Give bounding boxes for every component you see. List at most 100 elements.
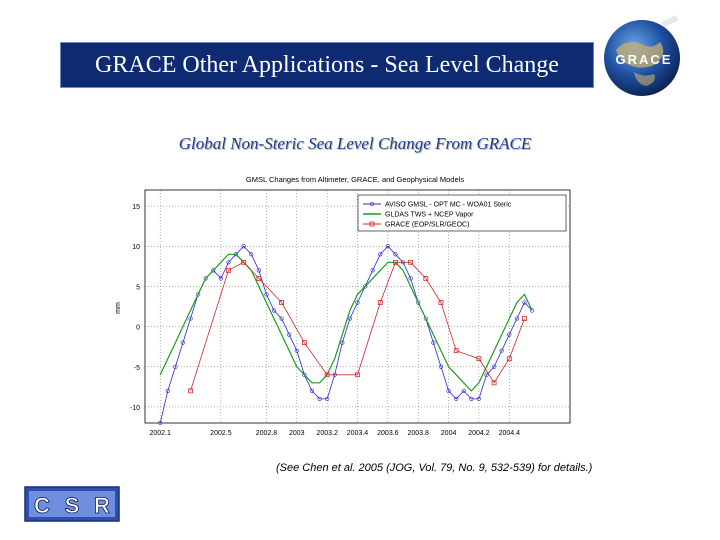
satellite-icon	[661, 14, 679, 28]
series-1-point	[203, 276, 208, 281]
series-1-point	[355, 300, 360, 305]
series-3-point	[506, 356, 512, 362]
plot-area	[144, 189, 571, 424]
y-tick-label: 0	[136, 325, 140, 332]
series-1-point	[165, 388, 170, 393]
page-title: GRACE Other Applications - Sea Level Cha…	[95, 51, 559, 78]
series-1-point	[507, 332, 512, 337]
y-tick-label: 10	[132, 244, 140, 251]
series-1-point	[173, 364, 178, 369]
x-tick-label: 2003	[289, 430, 305, 437]
series-1-point	[317, 396, 322, 401]
series-3-point	[256, 275, 262, 281]
legend-marker-1	[369, 201, 375, 207]
chart-title: GMSL Changes from Altimeter, GRACE, and …	[246, 175, 464, 184]
series-1-point	[287, 332, 292, 337]
series-3-point	[408, 259, 414, 265]
x-tick-label: 2004.4	[499, 430, 521, 437]
series-1-point	[325, 396, 330, 401]
csr-logo: C S R	[24, 486, 120, 522]
series-1-point	[249, 252, 254, 257]
series-1-point	[499, 348, 504, 353]
series-1-point	[188, 316, 193, 321]
series-1-point	[294, 348, 299, 353]
y-axis-label: mm	[115, 302, 122, 314]
legend-box	[357, 194, 567, 232]
series-1-point	[469, 396, 474, 401]
y-tick-label: 5	[136, 284, 140, 291]
series-line-2	[159, 253, 533, 392]
csr-letter-r: R	[94, 493, 110, 518]
chart-subtitle: Global Non-Steric Sea Level Change From …	[178, 134, 532, 153]
legend-label-2: GLDAS TWS + NCEP Vapor	[385, 212, 474, 219]
series-1-point	[241, 244, 246, 249]
y-tick-label: 15	[132, 204, 140, 211]
grace-logo: GRACE	[604, 14, 680, 96]
series-3-point	[423, 275, 429, 281]
series-3-point	[522, 316, 527, 321]
chart: GMSL Changes from Altimeter, GRACE, and …	[115, 175, 571, 437]
series-1-point	[256, 268, 261, 273]
series-1-point	[309, 388, 315, 393]
series-3-point	[301, 340, 307, 346]
chart-legend: AVISO GMSL - OPT MC - WOA01 Steric GLDAS …	[357, 194, 567, 232]
legend-label-1: AVISO GMSL - OPT MC - WOA01 Steric	[385, 202, 512, 209]
series-1-point	[302, 372, 307, 377]
series-3-point	[324, 372, 330, 378]
series-1-point	[362, 284, 368, 289]
series-1-point	[378, 252, 383, 257]
series-1-point	[279, 316, 284, 321]
series-line-3	[190, 261, 525, 392]
x-tick-label: 2003.2	[316, 430, 338, 437]
series-1-point	[438, 364, 444, 369]
series-1-point	[416, 300, 421, 305]
title-bar: GRACE Other Applications - Sea Level Cha…	[60, 42, 594, 88]
series-3-point	[453, 348, 459, 354]
series-3-point	[355, 372, 360, 378]
series-1-point	[529, 308, 535, 313]
series-1-point	[431, 340, 436, 345]
series-3-point	[377, 300, 383, 305]
series-1-point	[264, 292, 269, 297]
series-1-point	[385, 244, 390, 249]
legend-label-3: GRACE (EOP/SLR/GEOC)	[385, 222, 469, 229]
y-tick-label: -5	[134, 365, 140, 372]
series-3-point	[279, 300, 285, 305]
x-tick-label: 2002.5	[210, 430, 232, 437]
x-tick-label: 2003.8	[408, 430, 430, 437]
series-3-point	[491, 380, 497, 386]
series-1-point	[271, 308, 277, 313]
chart-series	[158, 244, 535, 426]
series-1-point	[484, 372, 489, 377]
csr-letter-s: S	[65, 493, 80, 518]
series-3-point	[226, 267, 231, 273]
series-1-point	[461, 388, 466, 393]
series-1-point	[514, 316, 519, 321]
series-line-1	[159, 245, 533, 424]
series-1-point	[340, 340, 345, 345]
series-3-point	[438, 300, 444, 305]
x-tick-label: 2004.2	[468, 430, 490, 437]
y-axis: -10 -5 0 5 10 15	[130, 204, 140, 412]
y-tick-label: -10	[130, 405, 140, 412]
x-tick-label: 2004	[441, 430, 457, 437]
series-1-point	[423, 316, 428, 321]
series-1-point	[476, 396, 482, 401]
series-3-point	[241, 259, 247, 265]
series-3-point	[476, 356, 482, 362]
series-3-point	[393, 259, 398, 265]
series-1-point	[226, 260, 231, 265]
series-1-point	[522, 300, 527, 305]
x-axis: 2002.1 2002.5 2002.8 2003 2003.2 2003.4 2003.6…	[149, 430, 520, 437]
x-tick-label: 2003.4	[347, 430, 369, 437]
series-1-point	[218, 276, 223, 281]
series-1-point	[347, 316, 353, 321]
citation: (See Chen et al. 2005 (JOG, Vol. 79, No.…	[276, 462, 593, 474]
csr-letter-c: C	[34, 493, 50, 518]
series-1-point	[158, 420, 163, 426]
x-tick-label: 2002.8	[256, 430, 278, 437]
series-1-point	[393, 252, 398, 257]
series-3-point	[188, 388, 193, 394]
series-1-point	[492, 364, 497, 369]
x-tick-label: 2002.1	[149, 430, 171, 437]
